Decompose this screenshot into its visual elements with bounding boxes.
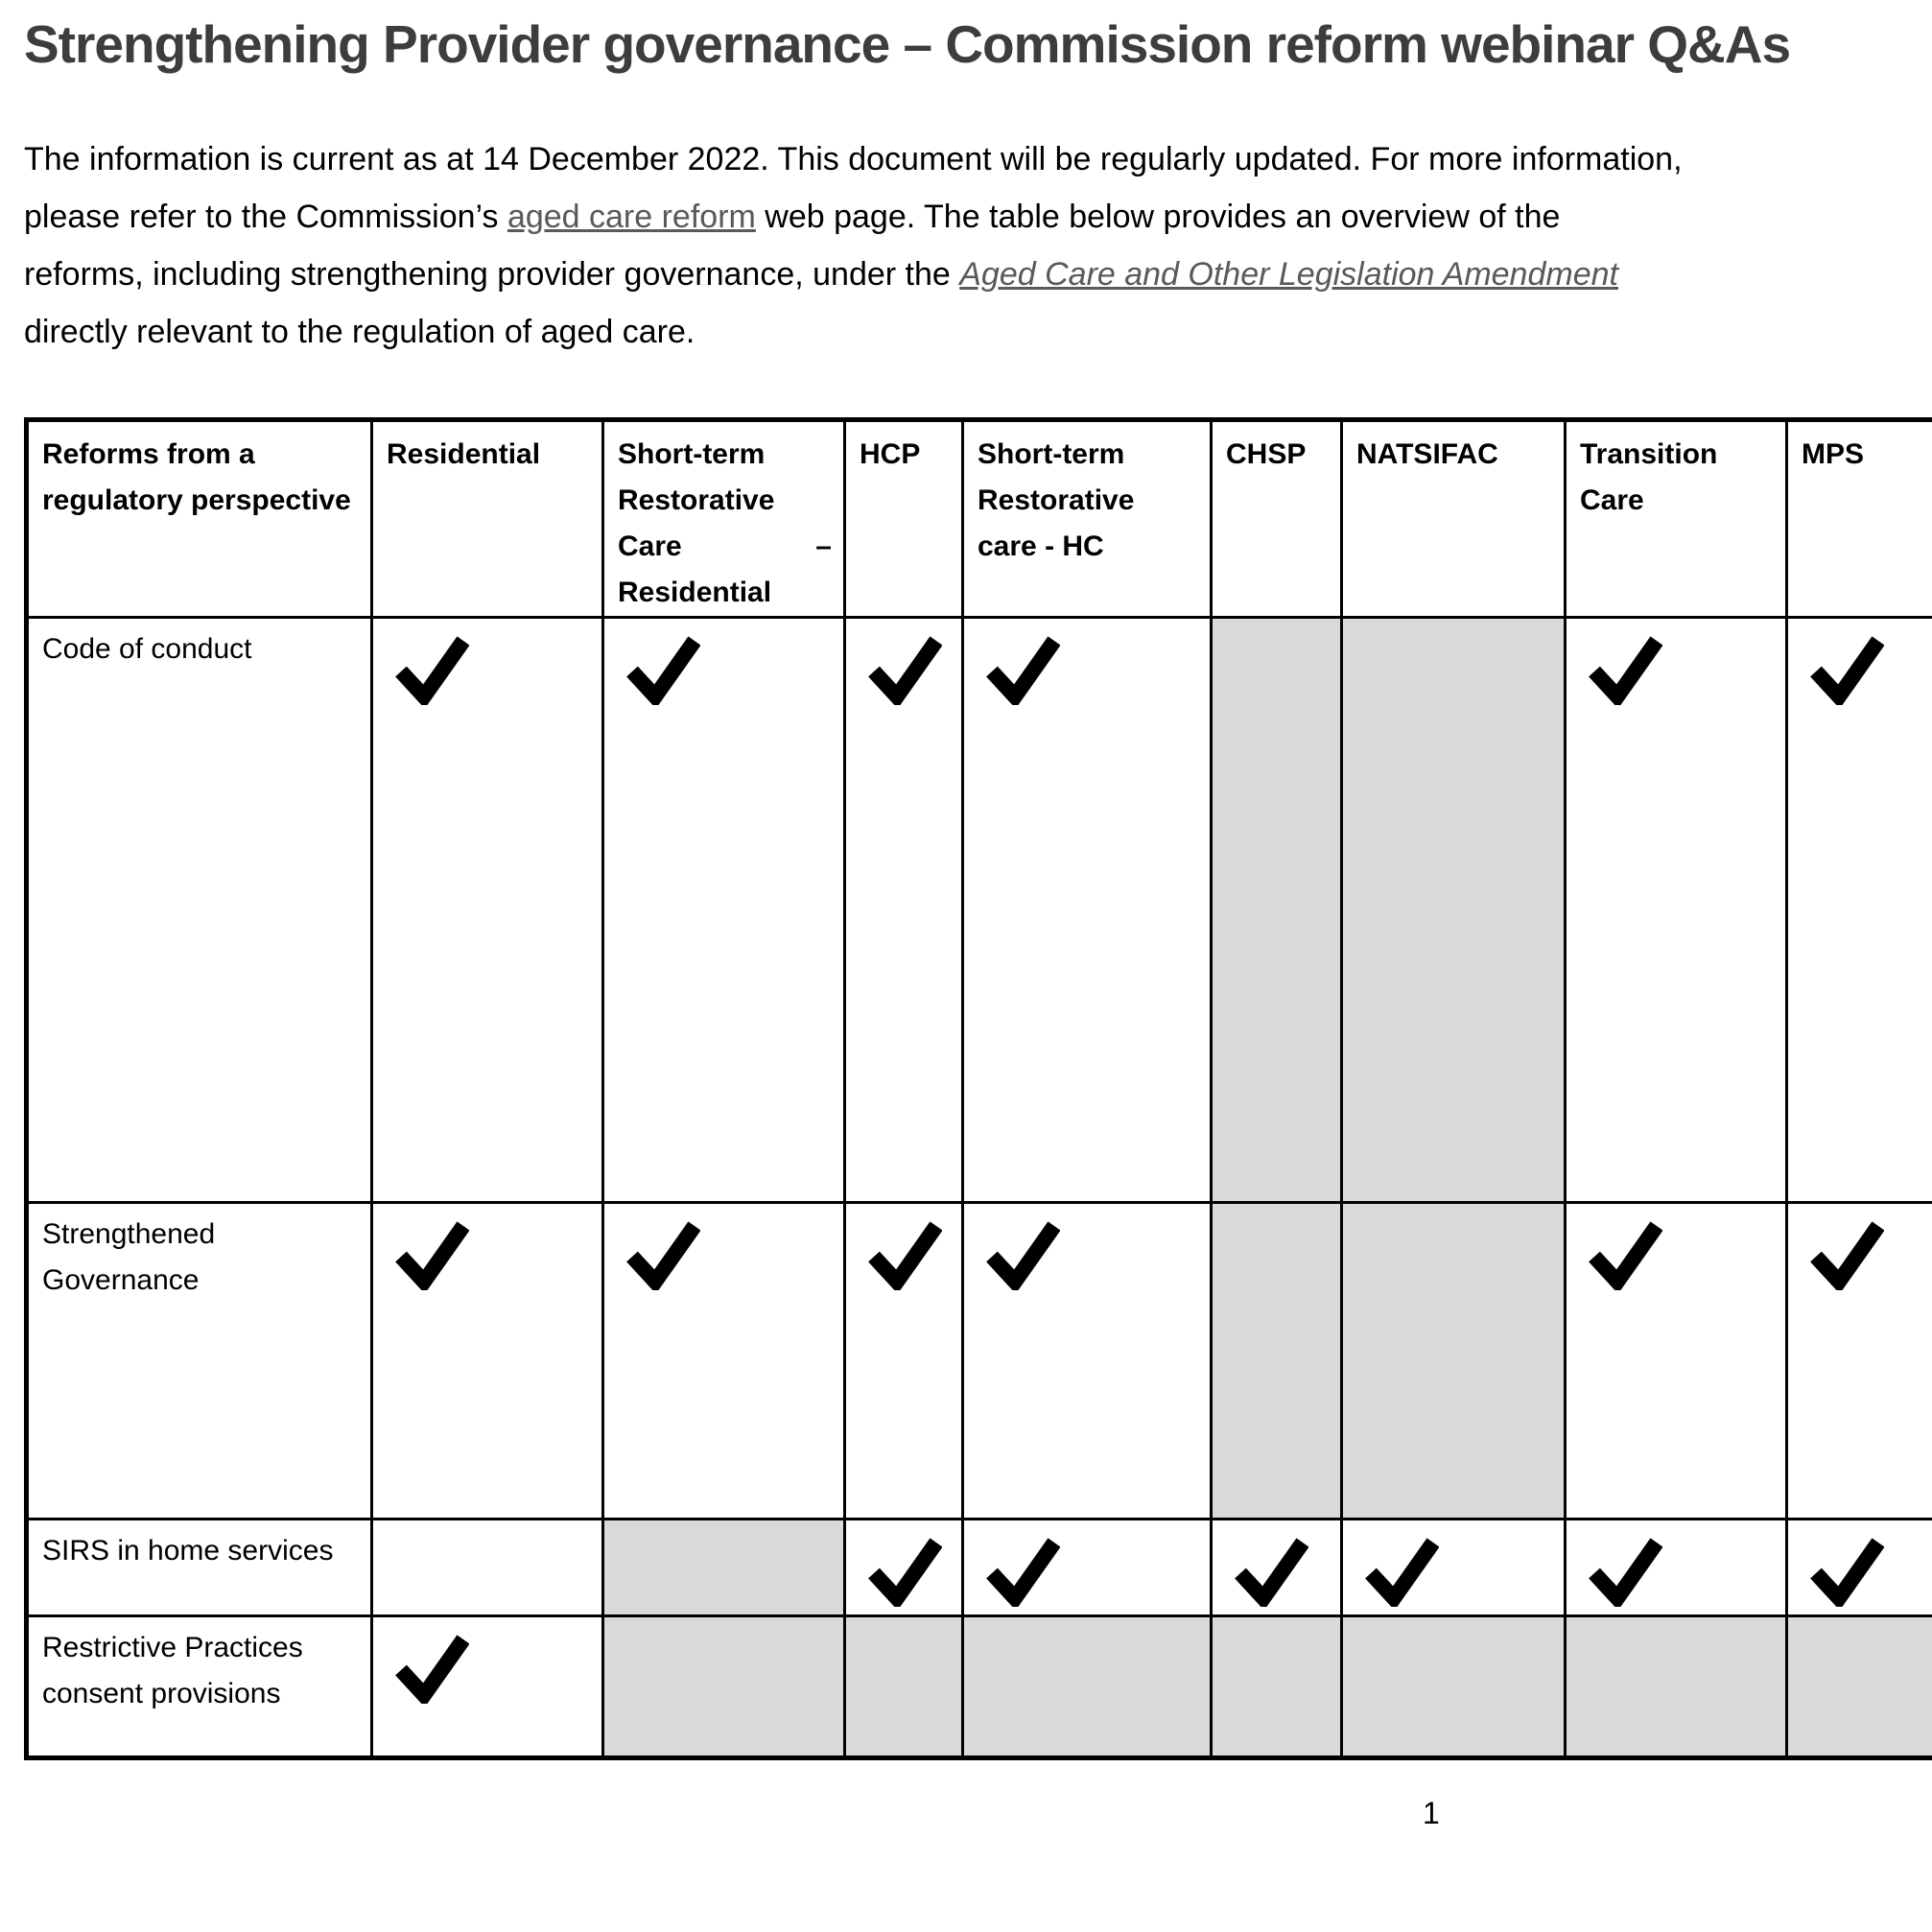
header-cell: HCP xyxy=(843,418,964,619)
table-cell xyxy=(1785,1201,1932,1520)
check-icon xyxy=(865,1534,942,1607)
table-cell xyxy=(1340,1518,1567,1617)
check-icon xyxy=(624,1217,700,1290)
intro-text: reforms, including strengthening provide… xyxy=(24,256,960,293)
table-cell xyxy=(601,1201,846,1520)
header-cell: Residential xyxy=(370,418,604,619)
table-cell xyxy=(1785,1614,1932,1759)
check-icon xyxy=(392,632,469,705)
table-cell xyxy=(1210,1201,1343,1520)
table-cell xyxy=(843,1201,964,1520)
table-cell xyxy=(1210,1518,1343,1617)
legislation-amendment-link[interactable]: Aged Care and Other Legislation Amendmen… xyxy=(959,256,1618,293)
table-cell xyxy=(601,1614,846,1759)
check-icon xyxy=(1586,632,1662,705)
table-cell xyxy=(961,616,1213,1204)
table-cell xyxy=(1564,616,1788,1204)
table-cell xyxy=(370,1201,604,1520)
table-cell xyxy=(1340,1201,1567,1520)
row-label-cell: Code of conduct xyxy=(25,616,373,1204)
check-icon xyxy=(1586,1534,1662,1607)
table-cell xyxy=(843,1518,964,1617)
check-icon xyxy=(1232,1534,1308,1607)
table-cell xyxy=(843,1614,964,1759)
table-header-row: Reforms from a regulatory perspective Res… xyxy=(25,418,1932,619)
check-icon xyxy=(1362,1534,1439,1607)
header-cell: Reforms from a regulatory perspective xyxy=(25,418,373,619)
table-row: SIRS in home services xyxy=(25,1518,1932,1617)
intro-line-4: directly relevant to the regulation of a… xyxy=(24,303,1932,361)
table-cell xyxy=(370,1614,604,1759)
table-cell xyxy=(1564,1614,1788,1759)
table-cell xyxy=(1340,1614,1567,1759)
check-icon xyxy=(865,1217,942,1290)
table-cell xyxy=(370,616,604,1204)
check-icon xyxy=(392,1217,469,1290)
header-cell: MPS xyxy=(1785,418,1932,619)
intro-text: directly relevant to the regulation of a… xyxy=(24,314,695,350)
check-icon xyxy=(624,632,700,705)
intro-line-3: reforms, including strengthening provide… xyxy=(24,246,1932,303)
intro-text: web page. The table below provides an ov… xyxy=(755,199,1561,235)
table-cell xyxy=(1785,616,1932,1204)
table-cell xyxy=(1210,1614,1343,1759)
table-row: Strengthened Governance xyxy=(25,1201,1932,1520)
intro-text: The information is current as at 14 Dece… xyxy=(24,141,1683,177)
table-cell xyxy=(601,1518,846,1617)
table-cell xyxy=(961,1614,1213,1759)
table-cell xyxy=(1785,1518,1932,1617)
row-label-cell: Restrictive Practices consent provisions xyxy=(25,1614,373,1759)
page-number: 1 xyxy=(1423,1796,1440,1830)
table-row: Code of conduct xyxy=(25,616,1932,1204)
check-icon xyxy=(1807,1217,1884,1290)
check-icon xyxy=(1586,1217,1662,1290)
page-title: Strengthening Provider governance – Comm… xyxy=(24,14,1791,74)
row-label-cell: Strengthened Governance xyxy=(25,1201,373,1520)
reforms-overview-table: Reforms from a regulatory perspective Res… xyxy=(24,417,1932,1760)
table-cell xyxy=(1564,1201,1788,1520)
header-cell: Transition Care xyxy=(1564,418,1788,619)
check-icon xyxy=(1807,632,1884,705)
table-cell xyxy=(961,1201,1213,1520)
table-cell xyxy=(1210,616,1343,1204)
check-icon xyxy=(392,1631,469,1704)
intro-line-2: please refer to the Commission’s aged ca… xyxy=(24,188,1932,246)
table-row: Restrictive Practices consent provisions xyxy=(25,1614,1932,1759)
check-icon xyxy=(983,632,1060,705)
check-icon xyxy=(865,632,942,705)
header-cell: Short-term Restorative Care – Residentia… xyxy=(601,418,846,619)
table-cell xyxy=(961,1518,1213,1617)
table-cell xyxy=(1564,1518,1788,1617)
intro-paragraph: The information is current as at 14 Dece… xyxy=(24,130,1932,361)
header-cell: NATSIFAC xyxy=(1340,418,1567,619)
check-icon xyxy=(1807,1534,1884,1607)
row-label-cell: SIRS in home services xyxy=(25,1518,373,1617)
aged-care-reform-link[interactable]: aged care reform xyxy=(507,199,756,235)
intro-line-1: The information is current as at 14 Dece… xyxy=(24,130,1932,188)
table-cell xyxy=(370,1518,604,1617)
check-icon xyxy=(983,1217,1060,1290)
table-cell xyxy=(843,616,964,1204)
header-cell: Short-term Restorative care - HC xyxy=(961,418,1213,619)
intro-text: please refer to the Commission’s xyxy=(24,199,507,235)
table-cell xyxy=(1340,616,1567,1204)
check-icon xyxy=(983,1534,1060,1607)
table-cell xyxy=(601,616,846,1204)
header-cell: CHSP xyxy=(1210,418,1343,619)
